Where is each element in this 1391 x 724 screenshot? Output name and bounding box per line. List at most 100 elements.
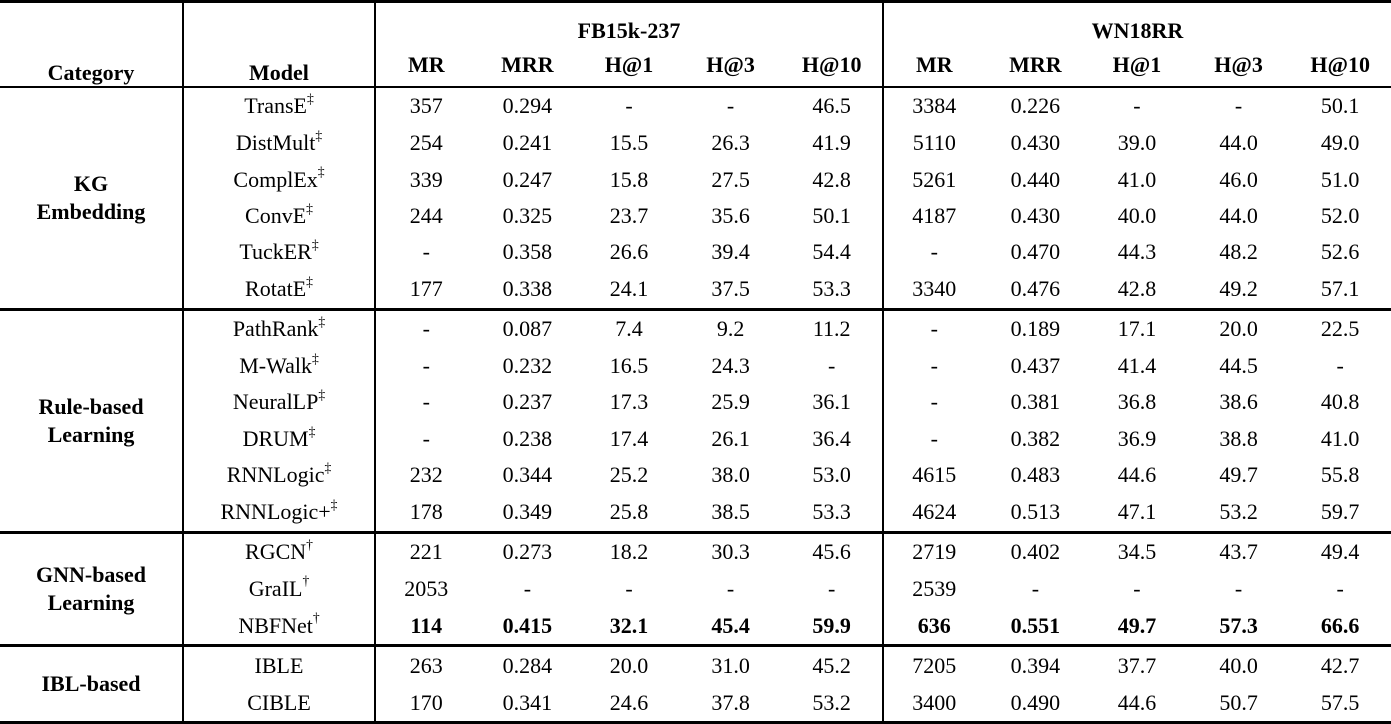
metric-value-fb-mr: 232 bbox=[374, 457, 477, 494]
metric-value-wn-h3: 43.7 bbox=[1219, 539, 1258, 565]
metric-value-fb-h1: 23.7 bbox=[609, 203, 649, 228]
header-group-row: Category Model FB15k-237 WN18RR bbox=[0, 1, 1391, 87]
model-name: GraIL† bbox=[182, 570, 375, 608]
metric-value-wn-h10: 57.1 bbox=[1320, 276, 1360, 302]
metric-value-fb-h3: 39.4 bbox=[711, 239, 750, 265]
metric-value-wn-mr: 3384 bbox=[881, 87, 985, 125]
metric-value-fb-h3: 30.3 bbox=[711, 539, 750, 565]
metric-value-wn-h3: - bbox=[1234, 575, 1243, 601]
metric-value-wn-h1: 39.0 bbox=[1117, 130, 1157, 156]
double-dagger-mark: ‡ bbox=[315, 127, 323, 143]
metric-value-fb-h1: 32.1 bbox=[609, 612, 649, 638]
metric-value-wn-h1: 40.0 bbox=[1117, 203, 1157, 228]
metric-header-wn-mr: MR bbox=[881, 44, 985, 87]
metric-value-wn-h3: 44.0 bbox=[1219, 130, 1258, 156]
metric-value-wn-mrr: 0.476 bbox=[1010, 276, 1061, 302]
metric-value-wn-mrr: 0.513 bbox=[1010, 499, 1061, 525]
model-name: TuckER‡ bbox=[182, 234, 375, 271]
metric-value-fb-h10: - bbox=[828, 575, 836, 601]
metric-value-fb-h10: 59.9 bbox=[812, 612, 851, 638]
metric-value-wn-mrr: 0.440 bbox=[1010, 166, 1061, 192]
model-name: RNNLogic+‡ bbox=[182, 493, 375, 533]
category-cell: KG Embedding bbox=[36, 171, 146, 224]
metric-value-wn-h3: 44.0 bbox=[1219, 203, 1258, 228]
metric-value-wn-mr: 4615 bbox=[881, 457, 985, 494]
metric-value-wn-mr: 3400 bbox=[881, 684, 985, 723]
metric-value-fb-mr: 114 bbox=[374, 607, 477, 646]
dagger-mark: † bbox=[312, 610, 320, 626]
metric-value-fb-mr: - bbox=[374, 309, 477, 348]
metric-value-wn-mrr: 0.382 bbox=[1010, 425, 1061, 451]
metric-value-wn-h10: 55.8 bbox=[1320, 462, 1360, 488]
metric-value-wn-h1: - bbox=[1133, 93, 1141, 119]
table-section-3: IBL-based IBLE 263 0.284 20.0 31.0 45.2 7205 0.3… bbox=[0, 645, 1391, 723]
metric-value-wn-h3: 57.3 bbox=[1219, 612, 1258, 638]
metric-value-fb-h10: 54.4 bbox=[812, 239, 851, 265]
metric-value-wn-h3: 50.7 bbox=[1219, 689, 1258, 715]
metric-value-wn-mrr: 0.402 bbox=[1010, 539, 1061, 565]
table-row: TuckER‡ -0.358 26.6 39.4 54.4-0.470 44.3 48.2 5… bbox=[0, 234, 1391, 271]
metric-value-fb-h10: 41.9 bbox=[812, 130, 851, 156]
double-dagger-mark: ‡ bbox=[311, 237, 319, 253]
metric-value-fb-mrr: 0.325 bbox=[502, 203, 553, 228]
metric-value-fb-h3: - bbox=[726, 93, 735, 119]
table-row: GNN-based Learning RGCN† 221 0.273 18.2 30.3 4… bbox=[0, 532, 1391, 615]
table-section-0: KG Embedding TransE‡ 357 0.294 - - 46.5 3384 0.2… bbox=[0, 87, 1391, 310]
metric-value-fb-h3: - bbox=[726, 575, 735, 601]
header-metric-row: MR MRR H@1 H@3 H@10 MR MRR H@1 H@3 H@10 bbox=[0, 44, 1391, 87]
metric-value-wn-h10: 57.5 bbox=[1320, 689, 1360, 715]
metric-value-fb-h3: 24.3 bbox=[711, 352, 750, 378]
metric-value-fb-mr: 339 bbox=[374, 161, 477, 198]
metric-value-fb-h10: 36.1 bbox=[812, 389, 851, 415]
metric-value-wn-h10: 42.7 bbox=[1320, 652, 1360, 678]
model-name: RGCN† bbox=[182, 532, 375, 571]
metric-value-fb-mrr: 0.284 bbox=[502, 652, 553, 678]
metric-value-wn-mrr: 0.430 bbox=[1010, 203, 1061, 228]
metric-value-wn-h3: 53.2 bbox=[1219, 499, 1258, 525]
metric-value-wn-h1: 42.8 bbox=[1117, 276, 1157, 302]
double-dagger-mark: ‡ bbox=[311, 350, 319, 366]
metric-value-fb-h3: 27.5 bbox=[711, 166, 750, 192]
metric-value-wn-h3: 49.2 bbox=[1219, 276, 1258, 302]
metric-value-wn-h10: 49.0 bbox=[1320, 130, 1360, 156]
metric-value-wn-mr: 4624 bbox=[881, 493, 985, 533]
metric-value-wn-h3: 40.0 bbox=[1219, 652, 1258, 678]
metric-value-wn-h10: 41.0 bbox=[1320, 425, 1360, 451]
metric-value-wn-h3: - bbox=[1234, 93, 1243, 119]
metric-value-fb-h1: - bbox=[625, 575, 633, 601]
metric-value-fb-mrr: 0.237 bbox=[502, 389, 553, 415]
metric-header-fb-mr: MR bbox=[374, 44, 477, 87]
metric-value-fb-h3: 9.2 bbox=[716, 316, 745, 342]
metric-value-fb-h1: 26.6 bbox=[609, 239, 649, 265]
metric-value-wn-h3: 20.0 bbox=[1219, 316, 1258, 342]
dagger-mark: † bbox=[306, 536, 313, 552]
metric-header-fb-h1: H@1 bbox=[604, 52, 654, 77]
metric-value-wn-h1: 44.6 bbox=[1117, 462, 1157, 488]
metric-value-wn-h3: 46.0 bbox=[1219, 166, 1258, 192]
metric-value-wn-mrr: 0.490 bbox=[1010, 689, 1061, 715]
metric-value-wn-h1: 41.0 bbox=[1117, 166, 1157, 192]
metric-value-wn-mr: - bbox=[881, 234, 985, 271]
metric-value-fb-h1: 20.0 bbox=[609, 652, 649, 678]
metric-value-wn-mr: 3340 bbox=[881, 270, 985, 310]
metric-value-fb-mrr: 0.238 bbox=[502, 425, 553, 451]
category-cell: IBL-based bbox=[41, 671, 141, 697]
metric-value-wn-mrr: 0.430 bbox=[1010, 130, 1061, 156]
metric-value-wn-mrr: 0.226 bbox=[1010, 93, 1061, 119]
metric-value-wn-mr: 636 bbox=[881, 607, 985, 646]
metric-value-fb-h3: 25.9 bbox=[711, 389, 750, 415]
metric-value-wn-mrr: 0.394 bbox=[1010, 652, 1061, 678]
metric-value-fb-mr: 2053 bbox=[374, 570, 477, 608]
metric-value-fb-mr: - bbox=[374, 347, 477, 385]
double-dagger-mark: ‡ bbox=[306, 273, 313, 289]
metric-value-fb-mr: 170 bbox=[374, 684, 477, 723]
metric-value-fb-h3: 38.0 bbox=[711, 462, 750, 488]
metric-value-wn-mr: - bbox=[881, 420, 985, 458]
metric-value-fb-mr: - bbox=[374, 384, 477, 421]
metric-value-wn-mrr: 0.551 bbox=[1010, 612, 1061, 638]
double-dagger-mark: ‡ bbox=[306, 200, 313, 216]
metric-value-fb-mrr: 0.294 bbox=[502, 93, 553, 119]
metric-value-fb-mrr: 0.349 bbox=[502, 499, 553, 525]
metric-value-fb-h10: 45.6 bbox=[812, 539, 851, 565]
